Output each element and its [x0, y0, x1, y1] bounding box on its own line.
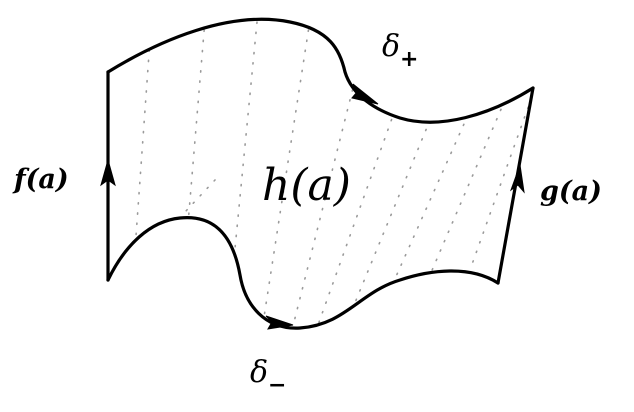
delta-minus-subscript: −	[268, 373, 286, 398]
dot-line	[229, 19, 259, 301]
region-outline	[106, 17, 535, 330]
delta-minus-curve	[106, 216, 500, 330]
delta-plus-arrow-icon	[351, 83, 379, 105]
g-arrow-icon	[509, 164, 525, 194]
delta-minus-arrow-icon	[265, 315, 294, 330]
dot-line	[389, 114, 469, 291]
dot-line	[134, 39, 151, 251]
label-delta-minus: δ −	[250, 355, 286, 398]
delta-minus-symbol: δ	[250, 355, 268, 390]
arrowheads	[100, 83, 525, 330]
label-h-of-a: h(a)	[262, 160, 351, 211]
delta-plus-curve	[106, 17, 535, 124]
dot-line	[291, 79, 356, 329]
label-delta-plus: δ +	[382, 29, 418, 72]
label-g-of-a: g(a)	[540, 176, 602, 207]
dot-line	[429, 99, 506, 276]
dot-line	[351, 119, 431, 311]
label-f-of-a: f(a)	[12, 164, 69, 195]
dot-line	[184, 19, 206, 261]
delta-plus-subscript: +	[400, 47, 418, 72]
delta-plus-symbol: δ	[382, 29, 400, 64]
dot-line	[261, 19, 311, 329]
f-arrow-icon	[100, 158, 116, 187]
dot-line	[317, 109, 396, 326]
dot-line	[469, 87, 533, 271]
